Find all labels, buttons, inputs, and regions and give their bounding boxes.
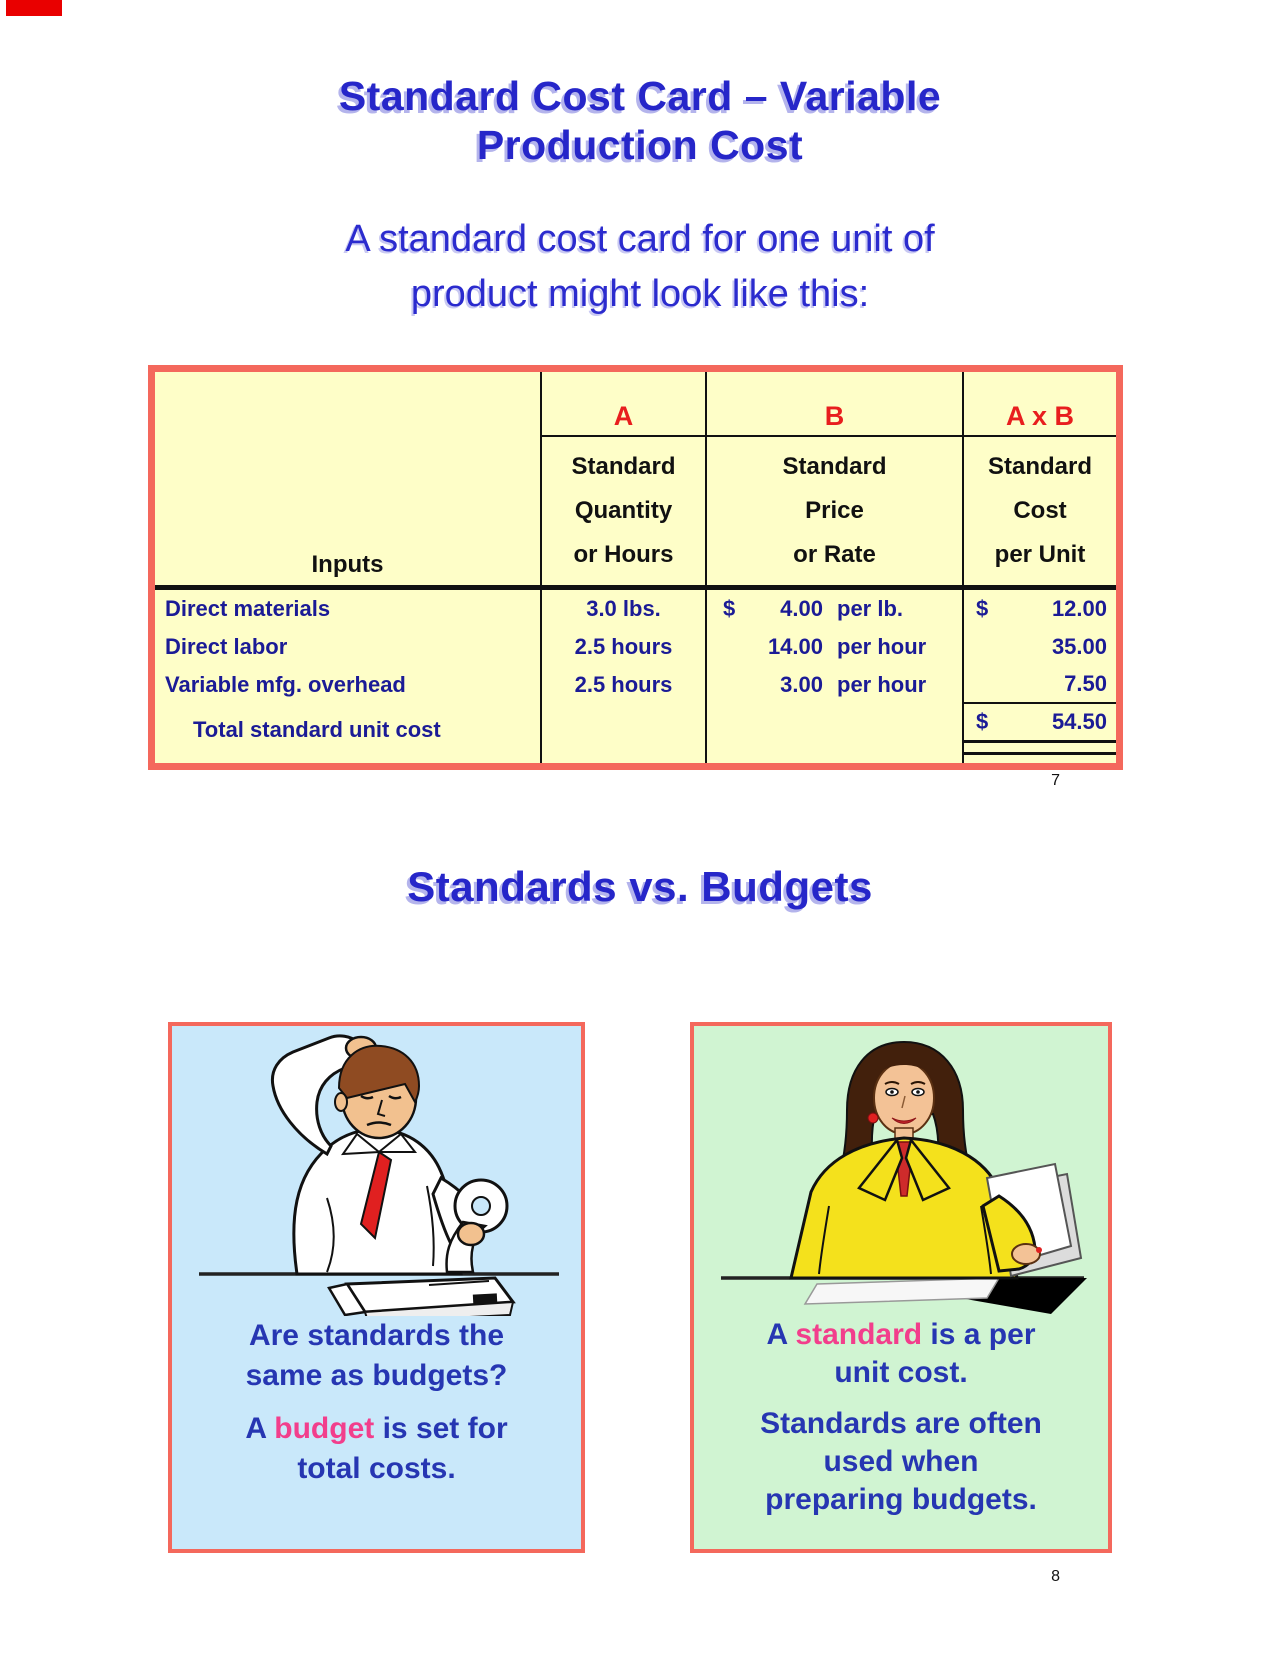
slide1-subtitle-line1: A standard cost card for one unit of xyxy=(345,218,935,260)
row-price: $ 4.00 per lb. xyxy=(705,590,962,628)
paragraph-gap xyxy=(172,1396,581,1409)
total-row-qty-blank xyxy=(540,704,705,756)
filler xyxy=(705,756,962,763)
col-letter-axb: A x B xyxy=(962,372,1116,437)
row-name: Variable mfg. overhead xyxy=(165,672,406,697)
price-value: 14.00 xyxy=(767,634,823,659)
price-unit: per hour xyxy=(837,672,927,697)
row-cost: $ 12.00 xyxy=(962,590,1116,628)
price-header-line2: Price xyxy=(805,497,864,524)
slide1-title-line2: Production Cost xyxy=(476,122,804,168)
col-letter-b: B xyxy=(705,372,962,437)
qty-header-line3: or Hours xyxy=(573,541,674,568)
cost-dollar: $ xyxy=(976,709,989,734)
slide1-page-number: 7 xyxy=(1051,772,1060,789)
price-unit: per lb. xyxy=(837,596,904,621)
left-panel-line1: Are standards the xyxy=(248,1319,505,1352)
row-price: 14.00 per hour xyxy=(705,628,962,666)
inputs-header: Inputs xyxy=(155,437,540,590)
table-corner-blank xyxy=(155,372,540,437)
price-value: 4.00 xyxy=(780,596,823,621)
right-panel-line4: used when xyxy=(823,1445,979,1478)
right-panel-line1: A standard is a per xyxy=(694,1316,1108,1354)
right-panel-line3: Standards are often xyxy=(760,1407,1042,1440)
right-panel-line5: preparing budgets. xyxy=(765,1483,1037,1516)
highlight-standard: standard xyxy=(795,1318,923,1351)
cost-value: 35.00 xyxy=(1051,634,1107,659)
left-panel-line2: same as budgets? xyxy=(245,1359,508,1392)
price-value: 3.00 xyxy=(780,672,823,697)
budget-question-panel: Are standards the same as budgets? A bud… xyxy=(168,1022,585,1553)
total-cost-money: $ 54.50 xyxy=(964,704,1116,740)
cost-value: 12.00 xyxy=(1051,596,1107,621)
total-row-name: Total standard unit cost xyxy=(193,717,441,742)
text-segment: is a per xyxy=(922,1318,1036,1351)
row-cost: 35.00 xyxy=(962,628,1116,666)
confused-man-illustration xyxy=(198,1034,559,1316)
corner-red-marker xyxy=(6,0,62,16)
slide2-title: Standards vs. Budgets xyxy=(407,863,873,910)
text-segment: is set for xyxy=(374,1412,508,1445)
row-qty: 3.0 lbs. xyxy=(540,590,705,628)
total-row-price-blank xyxy=(705,704,962,756)
qty-header: Standard Quantity or Hours xyxy=(540,437,705,590)
cost-value: 54.50 xyxy=(1051,709,1107,734)
slide2-page-number: 8 xyxy=(1051,1568,1060,1585)
left-panel-line4: total costs. xyxy=(297,1452,456,1485)
double-underline xyxy=(964,740,1116,755)
cost-header-line2: Cost xyxy=(1013,497,1067,524)
right-panel-text: A standard is a per unit cost. Standards… xyxy=(694,1316,1108,1519)
row-name: Direct materials xyxy=(165,596,331,621)
text-segment: A xyxy=(766,1318,796,1351)
cost-header-line1: Standard xyxy=(987,453,1092,480)
row-cost: 7.50 xyxy=(962,666,1116,704)
price-header-line1: Standard xyxy=(782,453,887,480)
price-header: Standard Price or Rate xyxy=(705,437,962,590)
slide1-title: Standard Cost Card – Variable Production… xyxy=(0,72,1280,170)
row-qty: 2.5 hours xyxy=(540,628,705,666)
left-panel-line3: A budget is set for xyxy=(172,1409,581,1449)
right-panel-line2: unit cost. xyxy=(834,1356,968,1389)
total-row-cost: $ 54.50 xyxy=(962,704,1116,756)
row-name: Direct labor xyxy=(165,634,288,659)
cost-value: 7.50 xyxy=(1064,671,1107,696)
slide1-title-line1: Standard Cost Card – Variable xyxy=(338,73,942,119)
standard-cost-card-table: A B A x B Inputs Standard Quantity or Ho… xyxy=(148,365,1123,770)
filler xyxy=(540,756,705,763)
price-dollar: $ xyxy=(723,596,736,621)
qty-header-line1: Standard xyxy=(571,453,676,480)
left-panel-text: Are standards the same as budgets? A bud… xyxy=(172,1316,581,1489)
businesswoman-illustration xyxy=(720,1040,1087,1314)
price-unit: per hour xyxy=(837,634,927,659)
row-price: 3.00 per hour xyxy=(705,666,962,704)
col-letter-a: A xyxy=(540,372,705,437)
filler xyxy=(962,756,1116,763)
cost-header: Standard Cost per Unit xyxy=(962,437,1116,590)
slide1-subtitle-line2: product might look like this: xyxy=(410,273,870,315)
text-segment: A xyxy=(245,1412,275,1445)
standard-definition-panel: A standard is a per unit cost. Standards… xyxy=(690,1022,1112,1553)
slide1-subtitle: A standard cost card for one unit of pro… xyxy=(0,212,1280,322)
paragraph-gap xyxy=(694,1392,1108,1405)
row-qty: 2.5 hours xyxy=(540,666,705,704)
cost-header-line3: per Unit xyxy=(994,541,1086,568)
cost-dollar: $ xyxy=(976,596,989,621)
filler xyxy=(155,756,540,763)
price-header-line3: or Rate xyxy=(793,541,876,568)
qty-header-line2: Quantity xyxy=(574,497,673,524)
highlight-budget: budget xyxy=(274,1412,375,1445)
